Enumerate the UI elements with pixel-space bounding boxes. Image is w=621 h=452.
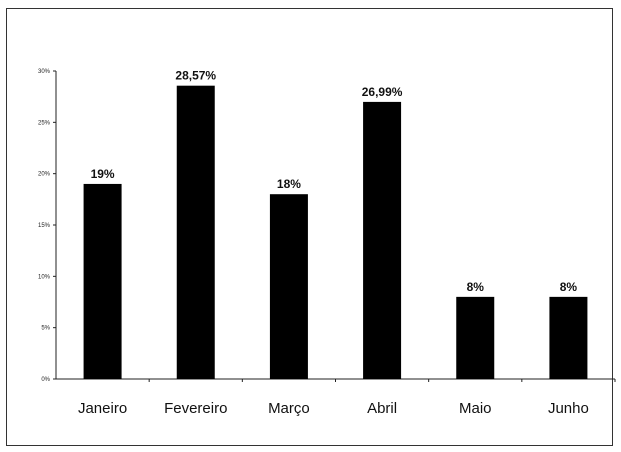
data-label: 28,57%: [175, 69, 216, 83]
x-tick-label: Janeiro: [78, 400, 127, 417]
y-tick-label: 25%: [38, 120, 51, 126]
chart-labels: Janeiro 19% Fevereiro 28,57% Março 18% Abril 26…: [78, 69, 589, 417]
bar: [456, 296, 495, 379]
y-tick-label: 5%: [41, 326, 50, 332]
data-label: 19%: [91, 167, 115, 181]
x-tick-label: Abril: [367, 400, 397, 417]
chart-axes: 0% 5% 10% 15% 20% 25% 30%: [38, 69, 616, 383]
bar: [269, 194, 308, 379]
data-label: 8%: [467, 280, 485, 294]
x-tick-label: Março: [268, 400, 310, 417]
bar: [549, 296, 588, 379]
data-label: 8%: [560, 280, 578, 294]
bar: [83, 183, 122, 379]
x-tick-label: Junho: [548, 400, 589, 417]
bar: [363, 101, 402, 380]
data-label: 26,99%: [362, 85, 403, 99]
x-tick-label: Maio: [459, 400, 492, 417]
y-tick-label: 15%: [38, 223, 51, 229]
y-tick-label: 10%: [38, 274, 51, 280]
x-tick-label: Fevereiro: [164, 400, 227, 417]
bar: [176, 85, 215, 379]
y-tick-label: 0%: [41, 377, 50, 383]
y-tick-label: 30%: [38, 69, 51, 75]
data-label: 18%: [277, 177, 301, 191]
y-tick-label: 20%: [38, 172, 51, 178]
chart-bars: [83, 85, 588, 380]
chart-frame: [6, 8, 613, 446]
